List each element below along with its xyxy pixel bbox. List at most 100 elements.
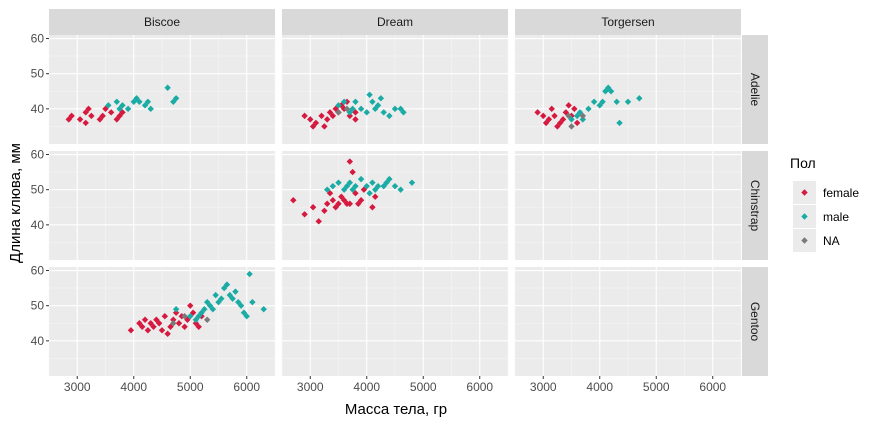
legend-key-na xyxy=(801,237,808,244)
point-male xyxy=(377,95,385,102)
point-NA xyxy=(579,112,586,120)
point-female xyxy=(562,109,570,116)
strip-col-0 xyxy=(49,9,275,35)
point-female xyxy=(301,211,308,218)
point-female xyxy=(113,116,120,123)
x-axis-title: Масса тела, гр xyxy=(345,401,447,418)
point-female xyxy=(309,204,317,211)
point-male xyxy=(397,186,404,193)
strip-col-1 xyxy=(282,9,508,35)
point-female xyxy=(321,207,328,214)
y-axis-title: Длина клюва, мм xyxy=(7,143,24,263)
x-tick-label: 4000 xyxy=(353,380,380,394)
y-tick-label: 40 xyxy=(31,334,45,348)
y-tick-label: 40 xyxy=(31,102,45,116)
x-tick-label: 5000 xyxy=(410,380,437,394)
point-NA xyxy=(204,316,211,323)
panels-layer xyxy=(48,35,742,376)
point-female xyxy=(315,218,322,225)
point-female xyxy=(372,193,379,200)
point-female xyxy=(346,112,353,120)
point-male xyxy=(585,105,592,113)
point-male xyxy=(172,95,180,102)
strip-label-dream: Dream xyxy=(377,15,413,29)
point-male xyxy=(386,175,393,183)
point-male xyxy=(590,98,598,106)
strip-label-biscoe: Biscoe xyxy=(144,15,180,29)
point-male xyxy=(363,109,370,116)
strip-row-1 xyxy=(742,151,768,260)
point-female xyxy=(68,112,75,120)
point-female xyxy=(175,320,183,327)
point-female xyxy=(301,112,308,120)
point-male xyxy=(335,179,342,186)
point-female xyxy=(312,119,320,127)
point-male xyxy=(249,298,256,306)
point-female xyxy=(164,330,171,338)
strip-col-2 xyxy=(515,9,741,35)
point-female xyxy=(96,116,104,123)
point-female xyxy=(144,327,152,334)
point-male xyxy=(374,182,382,190)
point-male xyxy=(346,179,353,186)
point-male xyxy=(223,281,231,288)
point-male xyxy=(335,102,342,109)
point-male xyxy=(229,295,236,302)
point-female xyxy=(324,116,331,123)
point-male xyxy=(340,98,348,106)
point-male xyxy=(369,179,376,186)
x-tick-label: 4000 xyxy=(120,380,147,394)
point-female xyxy=(307,116,314,123)
point-female xyxy=(559,116,567,123)
point-male xyxy=(237,302,245,309)
point-female xyxy=(181,323,188,330)
point-female xyxy=(573,119,581,127)
point-male xyxy=(391,105,399,113)
point-female xyxy=(326,109,334,116)
x-tick-label: 6000 xyxy=(233,380,260,394)
point-male xyxy=(352,182,359,190)
point-female xyxy=(346,200,353,207)
point-female xyxy=(329,112,337,120)
x-tick-label: 6000 xyxy=(699,380,726,394)
point-female xyxy=(321,123,328,130)
point-female xyxy=(195,323,202,330)
point-female xyxy=(565,102,572,109)
point-female xyxy=(161,313,169,320)
point-male xyxy=(246,270,253,278)
ticks-layer: 40 50 60 40 50 60 40 50 60 3000 4000 5000 6000 3000 40… xyxy=(31,32,727,394)
point-male xyxy=(397,105,404,113)
point-female xyxy=(107,109,115,116)
point-male xyxy=(363,182,370,190)
point-male xyxy=(324,186,331,193)
point-female xyxy=(158,327,166,334)
x-tick-label: 5000 xyxy=(177,380,204,394)
x-tick-label: 3000 xyxy=(530,380,557,394)
strip-label-torgersen: Torgersen xyxy=(601,15,654,29)
point-female xyxy=(329,197,337,204)
x-tick-label: 6000 xyxy=(466,380,493,394)
point-NA xyxy=(343,105,351,113)
legend-title: Пол xyxy=(790,155,816,171)
point-male xyxy=(164,84,171,91)
point-male xyxy=(605,84,612,91)
point-female xyxy=(141,316,149,323)
legend-key-female xyxy=(801,189,808,196)
x-tick-label: 4000 xyxy=(586,380,613,394)
y-tick-label: 60 xyxy=(31,264,45,278)
point-NA xyxy=(335,109,342,116)
strip-row-0 xyxy=(742,35,768,144)
point-female xyxy=(85,105,92,113)
point-female xyxy=(369,204,376,211)
point-NA xyxy=(568,123,575,130)
point-female xyxy=(76,116,84,123)
point-male xyxy=(218,295,225,302)
point-female xyxy=(172,309,180,316)
point-male xyxy=(136,98,143,106)
point-male xyxy=(366,91,373,98)
point-female xyxy=(335,200,342,207)
y-tick-label: 50 xyxy=(31,299,45,313)
legend-keys xyxy=(801,189,808,244)
point-male xyxy=(352,98,359,106)
